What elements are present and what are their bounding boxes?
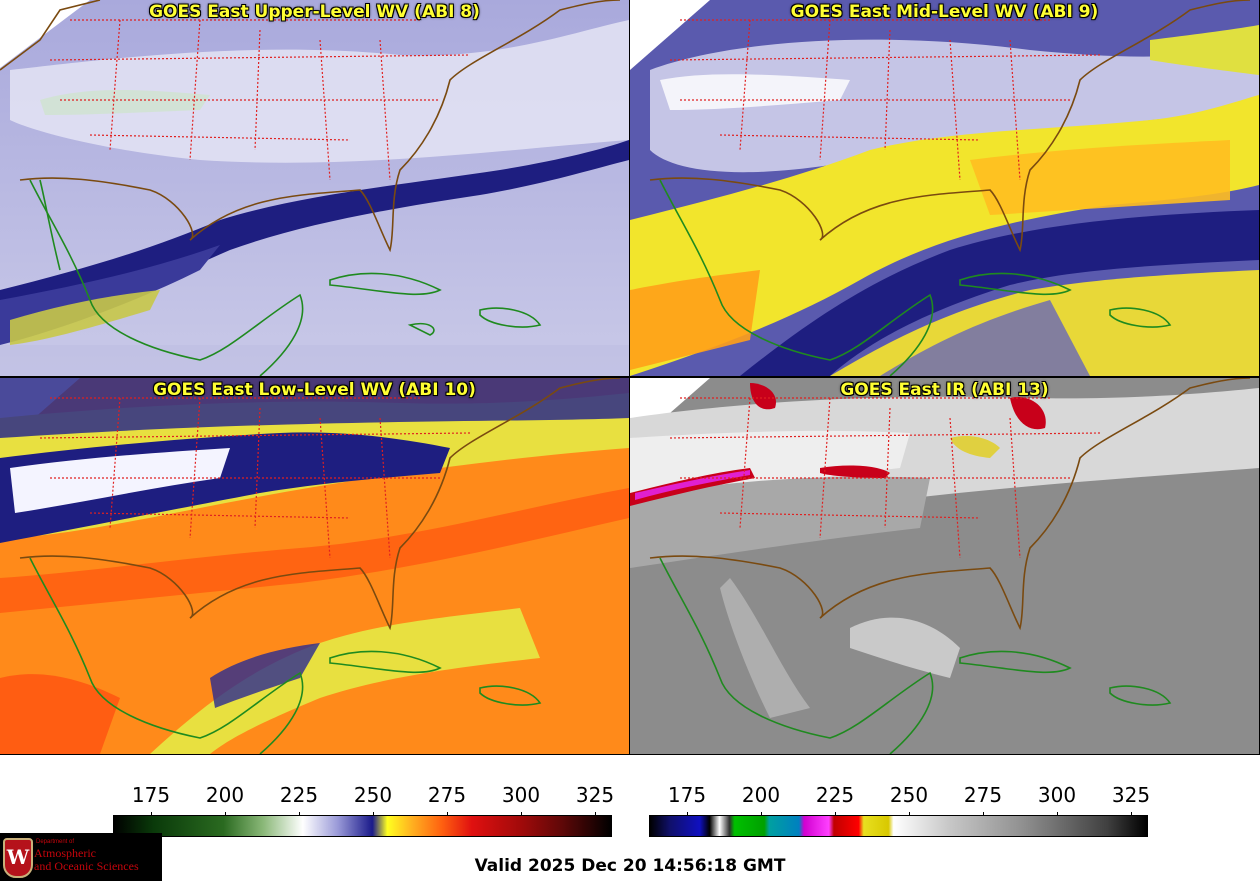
wv-tick-label: 300 — [501, 783, 541, 807]
upper-level-wv-panel: GOES East Upper-Level WV (ABI 8) — [0, 0, 630, 377]
upper-level-wv-image — [0, 0, 629, 376]
valid-time: Valid 2025 Dec 20 14:56:18 GMT — [474, 856, 786, 876]
wv-tick-label: 325 — [575, 783, 615, 807]
wv-tick-label: 275 — [427, 783, 467, 807]
low-level-wv-image — [0, 378, 629, 754]
wv-colorbar — [113, 815, 612, 837]
ir-tick-label: 225 — [815, 783, 855, 807]
ir-tick-label: 200 — [741, 783, 781, 807]
ir-tick-label: 300 — [1037, 783, 1077, 807]
ir-colorbar — [649, 815, 1148, 837]
wv-colorbar-ticks: 175 200 225 250 275 300 325 — [113, 783, 615, 823]
wv-tick-label: 175 — [131, 783, 171, 807]
upper-level-wv-title: GOES East Upper-Level WV (ABI 8) — [149, 2, 480, 22]
ir-title: GOES East IR (ABI 13) — [840, 380, 1049, 400]
ir-tick-label: 250 — [889, 783, 929, 807]
aos-logo: W Department of Atmospheric and Oceanic … — [0, 833, 162, 881]
mid-level-wv-title: GOES East Mid-Level WV (ABI 9) — [790, 2, 1099, 22]
low-level-wv-title: GOES East Low-Level WV (ABI 10) — [153, 380, 476, 400]
ir-panel: GOES East IR (ABI 13) — [629, 377, 1260, 755]
uw-crest-icon: W — [3, 838, 33, 878]
ir-tick-label: 275 — [963, 783, 1003, 807]
ir-tick-label: 325 — [1111, 783, 1151, 807]
low-level-wv-panel: GOES East Low-Level WV (ABI 10) — [0, 377, 630, 755]
ir-colorbar-ticks: 175 200 225 250 275 300 325 — [649, 783, 1151, 823]
logo-line1: Atmospheric — [34, 846, 96, 860]
ir-image — [630, 378, 1259, 754]
ir-tick-label: 175 — [667, 783, 707, 807]
wv-tick-label: 200 — [205, 783, 245, 807]
wv-tick-label: 250 — [353, 783, 393, 807]
mid-level-wv-image — [630, 0, 1259, 376]
wv-tick-label: 225 — [279, 783, 319, 807]
logo-line2: and Oceanic Sciences — [34, 859, 139, 873]
mid-level-wv-panel: GOES East Mid-Level WV (ABI 9) — [629, 0, 1260, 377]
logo-department-text: Department of — [36, 839, 75, 845]
